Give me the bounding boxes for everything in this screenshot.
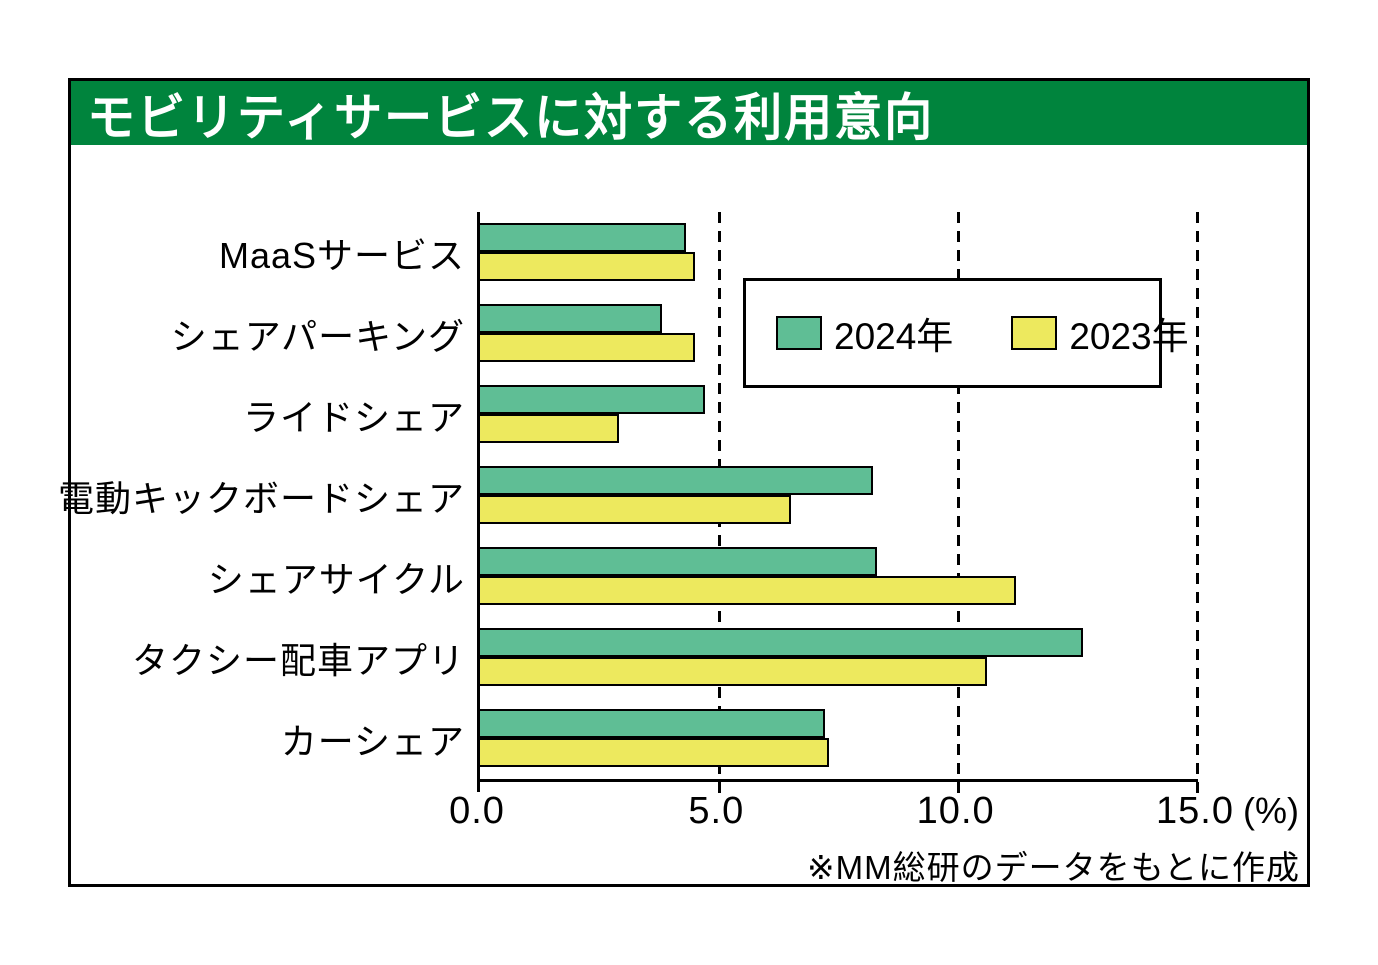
legend-swatch-2023	[1011, 316, 1058, 350]
category-label-2: シェアパーキング	[170, 315, 465, 357]
legend-label-2023: 2023年	[1069, 316, 1189, 357]
legend-item-2023: 2023年	[1011, 306, 1189, 360]
bar-group-6	[480, 617, 1198, 698]
gridline-10	[957, 212, 961, 794]
source-note: ※MM総研のデータをもとに作成	[807, 849, 1300, 886]
category-label-4: 電動キックボードシェア	[57, 477, 465, 519]
category-label-6: タクシー配車アプリ	[131, 639, 465, 681]
bar-2023年-シェアサイクル	[480, 576, 1017, 605]
bar-2024年-タクシー配車アプリ	[480, 628, 1084, 657]
bar-2023年-シェアパーキング	[480, 333, 696, 362]
bar-group-5	[480, 536, 1198, 617]
bar-2023年-MaaSサービス	[480, 252, 696, 281]
legend-label-2024: 2024年	[834, 316, 954, 357]
bar-2023年-タクシー配車アプリ	[480, 657, 988, 686]
bar-rows	[480, 212, 1198, 779]
bar-2024年-シェアサイクル	[480, 547, 878, 576]
bar-group-2	[480, 293, 1198, 374]
bar-group-3	[480, 374, 1198, 455]
plot-area	[477, 212, 1199, 794]
legend-box: 2024年 2023年	[743, 278, 1189, 388]
x-axis-tick-labels: 0.0 5.0 10.0 15.0	[449, 790, 1233, 834]
bar-group-1	[480, 212, 1198, 293]
x-tick-label-0: 0.0	[449, 790, 505, 832]
bar-2024年-MaaSサービス	[480, 223, 686, 252]
legend-item-2024: 2024年	[776, 306, 953, 360]
legend-swatch-2024	[776, 316, 822, 350]
x-axis-unit-label: (%)	[1243, 790, 1299, 831]
category-label-7: カーシェア	[280, 720, 465, 762]
bar-2024年-シェアパーキング	[480, 304, 662, 333]
bar-2023年-カーシェア	[480, 738, 830, 767]
bar-group-7	[480, 698, 1198, 779]
bar-2023年-ライドシェア	[480, 414, 619, 443]
page-title: モビリティサービスに対する利用意向	[87, 90, 935, 147]
x-tick-label-5: 5.0	[688, 790, 745, 832]
x-tick-label-10: 10.0	[916, 790, 995, 832]
category-labels: MaaSサービスシェアパーキングライドシェア電動キックボードシェアシェアサイクル…	[58, 212, 465, 779]
category-label-1: MaaSサービス	[218, 234, 465, 276]
bar-2024年-電動キックボードシェア	[480, 466, 873, 495]
gridline-15	[1196, 212, 1199, 794]
bar-2024年-カーシェア	[480, 709, 825, 738]
x-tick-label-15: 15.0	[1156, 790, 1234, 832]
axis-tick-zero	[477, 779, 480, 792]
title-bar: モビリティサービスに対する利用意向	[71, 81, 1307, 147]
bar-2024年-ライドシェア	[480, 385, 705, 414]
category-label-3: ライドシェア	[242, 396, 465, 438]
bar-2023年-電動キックボードシェア	[480, 495, 792, 524]
bar-group-4	[480, 455, 1198, 536]
category-label-5: シェアサイクル	[207, 558, 465, 600]
